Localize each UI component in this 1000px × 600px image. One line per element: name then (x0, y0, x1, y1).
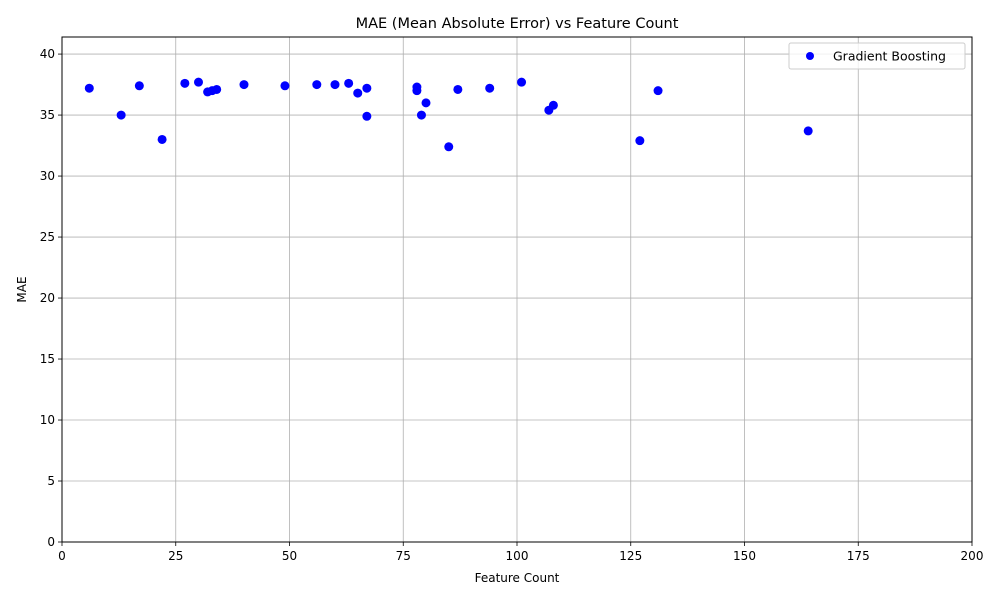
data-point (116, 110, 126, 120)
y-tick-label: 30 (40, 169, 55, 183)
y-tick-label: 25 (40, 230, 55, 244)
legend-label: Gradient Boosting (833, 49, 946, 64)
x-tick-label: 175 (847, 549, 870, 563)
data-point (362, 111, 372, 121)
x-tick-label: 200 (961, 549, 984, 563)
x-tick-label: 125 (619, 549, 642, 563)
data-point (353, 88, 363, 98)
data-point (453, 84, 463, 94)
data-point (330, 80, 340, 90)
y-tick-label: 0 (47, 535, 55, 549)
data-point (421, 98, 431, 108)
data-point (344, 78, 354, 88)
data-point (312, 80, 322, 90)
data-point (239, 80, 249, 90)
y-tick-label: 20 (40, 291, 55, 305)
data-point (134, 81, 144, 91)
x-tick-label: 75 (396, 549, 411, 563)
data-point (517, 77, 527, 87)
data-point (485, 83, 495, 93)
data-point (84, 83, 94, 93)
grid-lines (61, 37, 973, 543)
data-point (412, 86, 422, 96)
axis-ticks: 0 25 50 75 100 125 150 175 200 0 5 10 15 20 25 30 35 40 (40, 47, 984, 563)
y-tick-label: 10 (40, 413, 55, 427)
data-point (803, 126, 813, 136)
legend: Gradient Boosting (788, 42, 966, 70)
data-point (548, 100, 558, 110)
x-axis-label: Feature Count (475, 571, 560, 585)
data-point (362, 83, 372, 93)
data-point (280, 81, 290, 91)
y-tick-label: 40 (40, 47, 55, 61)
x-tick-label: 100 (506, 549, 529, 563)
data-points (84, 77, 813, 152)
x-tick-label: 0 (58, 549, 66, 563)
data-point (194, 77, 203, 87)
x-tick-label: 50 (282, 549, 297, 563)
data-point (653, 86, 663, 96)
data-point (212, 84, 222, 94)
legend-marker (806, 52, 814, 60)
y-tick-label: 35 (40, 108, 55, 122)
data-point (635, 136, 645, 146)
chart-title: MAE (Mean Absolute Error) vs Feature Cou… (356, 16, 679, 32)
x-tick-label: 150 (733, 549, 756, 563)
data-point (157, 134, 167, 144)
data-point (416, 110, 426, 120)
y-tick-label: 5 (47, 474, 55, 488)
data-point (180, 78, 190, 88)
x-tick-label: 25 (168, 549, 183, 563)
legend-box (788, 42, 966, 70)
data-point (444, 142, 454, 152)
y-axis-label: MAE (15, 276, 29, 302)
y-tick-label: 15 (40, 352, 55, 366)
